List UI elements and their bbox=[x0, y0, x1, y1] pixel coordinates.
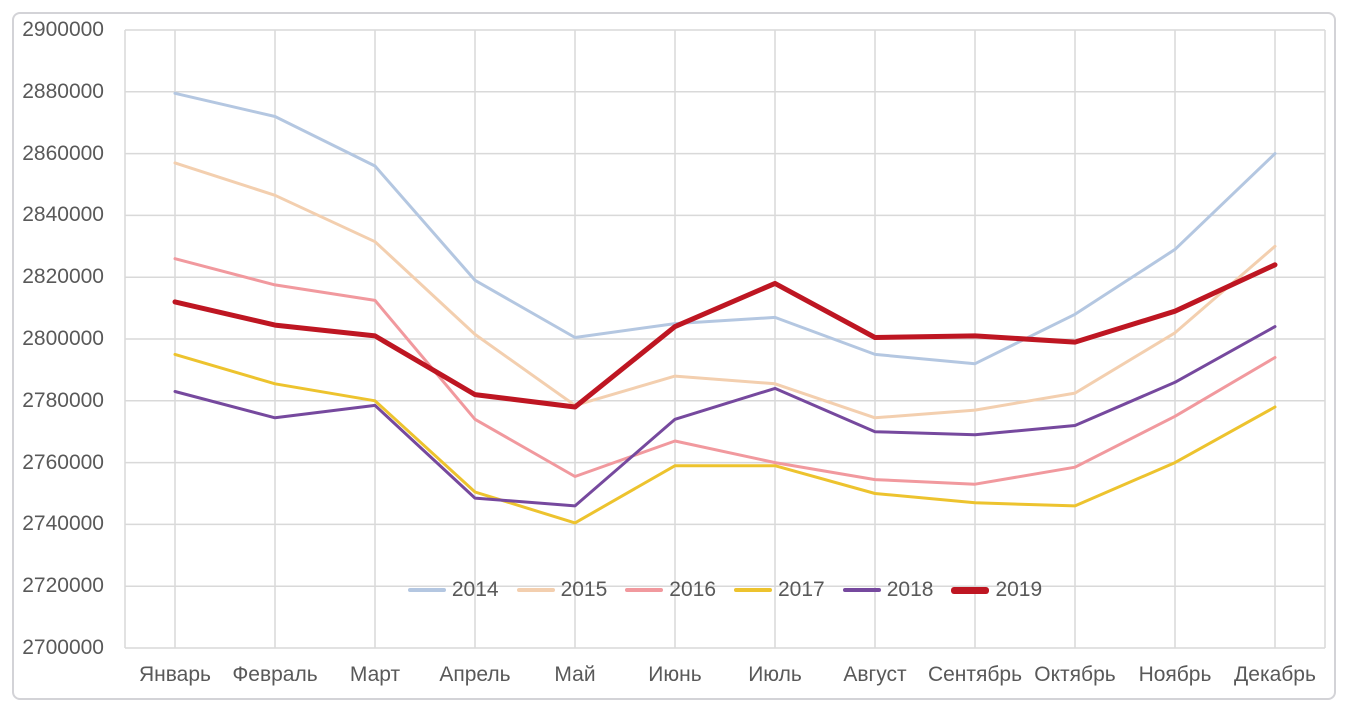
x-tick-label: Сентябрь bbox=[927, 663, 1023, 686]
x-tick-label: Август bbox=[843, 663, 907, 686]
legend-label: 2017 bbox=[778, 578, 825, 601]
legend-item-2014: 2014 bbox=[407, 578, 499, 602]
y-tick-label: 2820000 bbox=[22, 265, 104, 289]
y-tick-label: 2700000 bbox=[22, 636, 104, 659]
y-tick-label: 2720000 bbox=[22, 574, 104, 598]
legend-swatch-2015 bbox=[516, 588, 555, 592]
x-tick-label: Апрель bbox=[439, 663, 511, 686]
y-tick-label: 2840000 bbox=[22, 203, 104, 227]
legend-swatch-2014 bbox=[407, 588, 446, 592]
legend-swatch-2018 bbox=[842, 588, 881, 592]
x-tick-label: Октябрь bbox=[1034, 663, 1116, 686]
series-line-2017 bbox=[173, 352, 1277, 525]
x-tick-label: Январь bbox=[139, 663, 211, 686]
legend-item-2017: 2017 bbox=[734, 578, 825, 602]
y-tick-label: 2860000 bbox=[22, 141, 104, 165]
legend-item-2018: 2018 bbox=[842, 578, 934, 602]
x-tick-label: Июль bbox=[748, 663, 802, 686]
x-tick-label: Май bbox=[554, 663, 596, 686]
y-tick-label: 2880000 bbox=[22, 79, 104, 103]
y-tick-label: 2760000 bbox=[22, 450, 104, 474]
legend-label: 2014 bbox=[451, 578, 499, 601]
x-tick-label: Ноябрь bbox=[1138, 663, 1212, 686]
x-tick-label: Июнь bbox=[648, 663, 702, 686]
legend-label: 2015 bbox=[560, 578, 608, 601]
legend-label: 2019 bbox=[995, 578, 1043, 601]
y-tick-label: 2900000 bbox=[22, 18, 104, 41]
legend-swatch-2017 bbox=[734, 588, 772, 592]
chart-frame bbox=[12, 12, 1336, 700]
legend-swatch-2019 bbox=[951, 586, 990, 594]
series-line-2018 bbox=[173, 325, 1277, 508]
x-tick-label: Февраль bbox=[232, 663, 318, 686]
legend-swatch-2016 bbox=[625, 588, 664, 592]
x-tick-label: Декабрь bbox=[1234, 663, 1316, 686]
y-tick-label: 2800000 bbox=[22, 327, 104, 350]
legend-label: 2016 bbox=[669, 578, 716, 601]
series-line-2014 bbox=[173, 91, 1277, 366]
chart-legend: 2014 2015 2016 2017 2018 2019 bbox=[125, 577, 1325, 603]
series-line-2015 bbox=[173, 161, 1277, 420]
legend-label: 2018 bbox=[886, 578, 934, 601]
series-line-2016 bbox=[173, 257, 1277, 486]
legend-item-2019: 2019 bbox=[951, 578, 1042, 602]
legend-item-2015: 2015 bbox=[516, 578, 608, 602]
y-tick-label: 2780000 bbox=[22, 388, 104, 412]
legend-item-2016: 2016 bbox=[625, 578, 716, 602]
x-tick-label: Март bbox=[349, 663, 401, 686]
series-line-2019 bbox=[172, 262, 1278, 410]
y-tick-label: 2740000 bbox=[22, 512, 104, 536]
